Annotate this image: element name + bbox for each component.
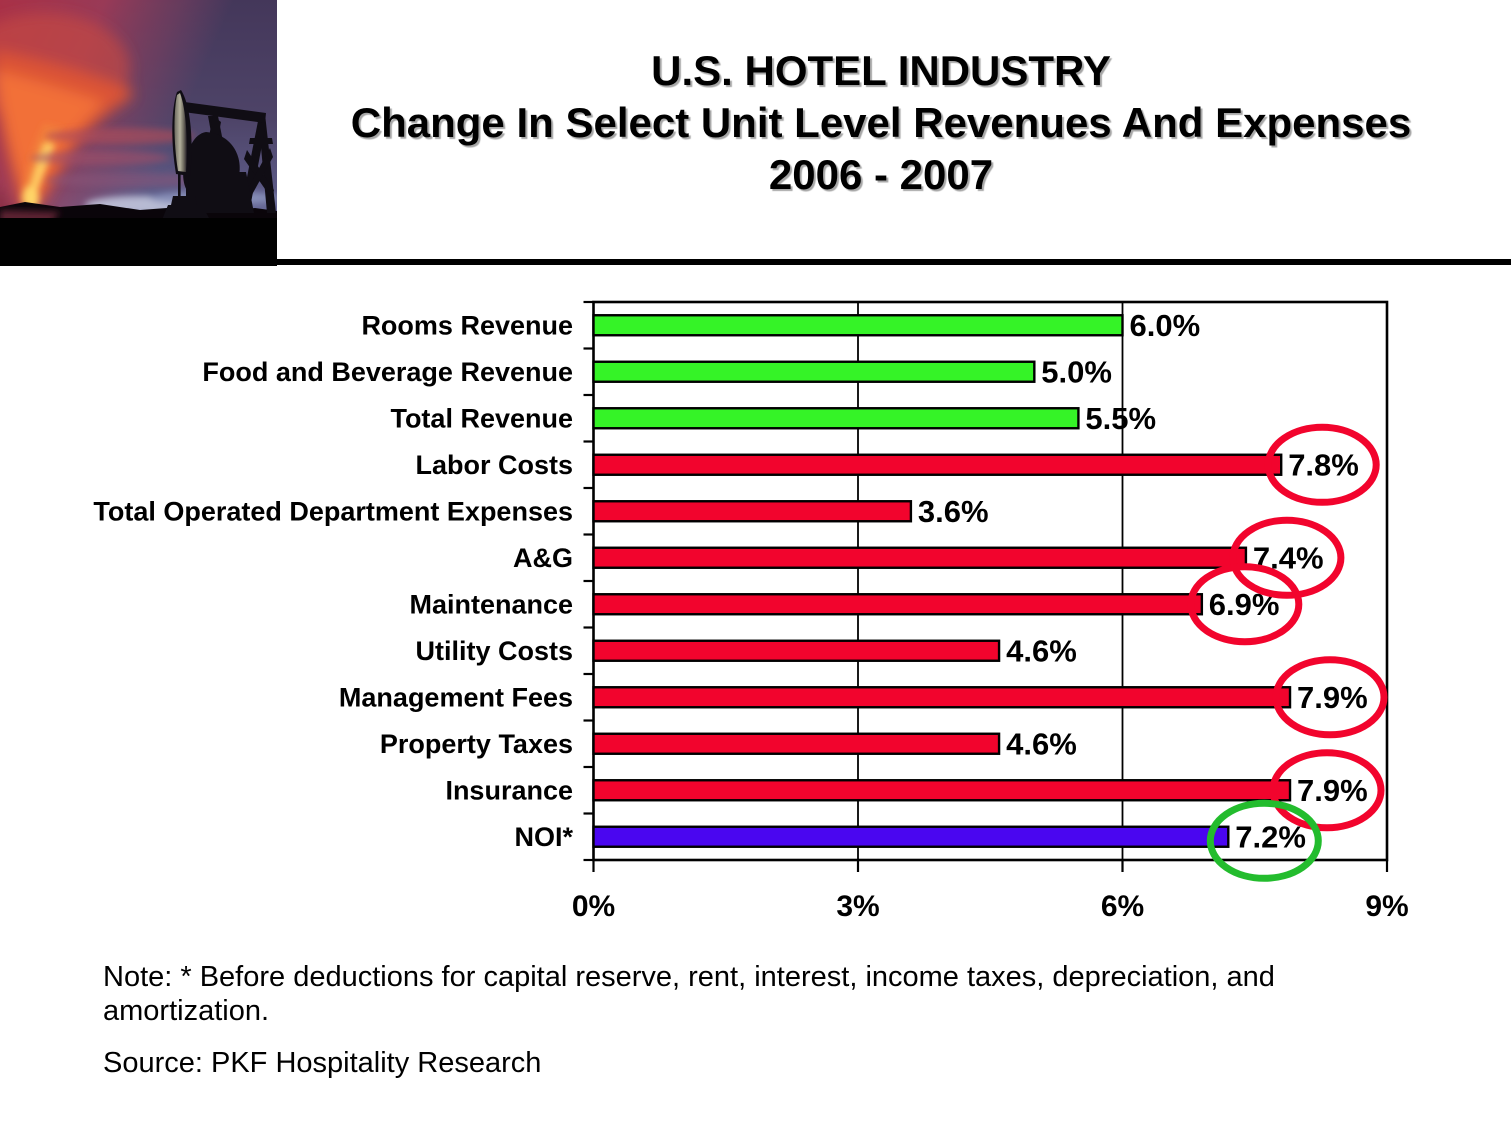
- svg-text:Total Revenue: Total Revenue: [390, 404, 573, 434]
- svg-text:5.0%: 5.0%: [1041, 354, 1112, 389]
- svg-text:Property Taxes: Property Taxes: [380, 729, 573, 759]
- svg-text:A&G: A&G: [513, 543, 573, 573]
- svg-text:9%: 9%: [1365, 890, 1408, 923]
- svg-text:6%: 6%: [1101, 890, 1144, 923]
- svg-text:Labor Costs: Labor Costs: [415, 450, 573, 480]
- svg-text:Maintenance: Maintenance: [409, 590, 573, 620]
- svg-text:NOI*: NOI*: [514, 822, 573, 852]
- svg-text:3%: 3%: [836, 890, 879, 923]
- svg-text:Management Fees: Management Fees: [339, 683, 573, 713]
- svg-text:Rooms Revenue: Rooms Revenue: [361, 311, 573, 341]
- svg-text:3.6%: 3.6%: [918, 494, 989, 529]
- svg-text:Insurance: Insurance: [445, 776, 573, 806]
- svg-text:5.5%: 5.5%: [1085, 401, 1156, 436]
- svg-text:7.9%: 7.9%: [1297, 680, 1368, 715]
- svg-text:Total Operated Department Expe: Total Operated Department Expenses: [93, 497, 573, 527]
- svg-text:Food and Beverage Revenue: Food and Beverage Revenue: [202, 357, 573, 387]
- svg-text:7.2%: 7.2%: [1235, 820, 1306, 855]
- svg-text:4.6%: 4.6%: [1006, 727, 1077, 762]
- svg-text:6.0%: 6.0%: [1130, 308, 1201, 343]
- svg-text:7.8%: 7.8%: [1288, 447, 1359, 482]
- svg-text:Utility Costs: Utility Costs: [415, 636, 573, 666]
- svg-text:0%: 0%: [572, 890, 615, 923]
- svg-text:7.9%: 7.9%: [1297, 773, 1368, 808]
- svg-text:4.6%: 4.6%: [1006, 634, 1077, 669]
